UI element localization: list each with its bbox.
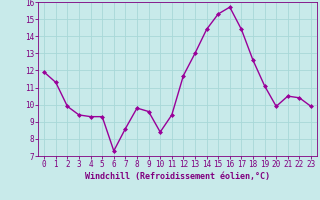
X-axis label: Windchill (Refroidissement éolien,°C): Windchill (Refroidissement éolien,°C) — [85, 172, 270, 181]
